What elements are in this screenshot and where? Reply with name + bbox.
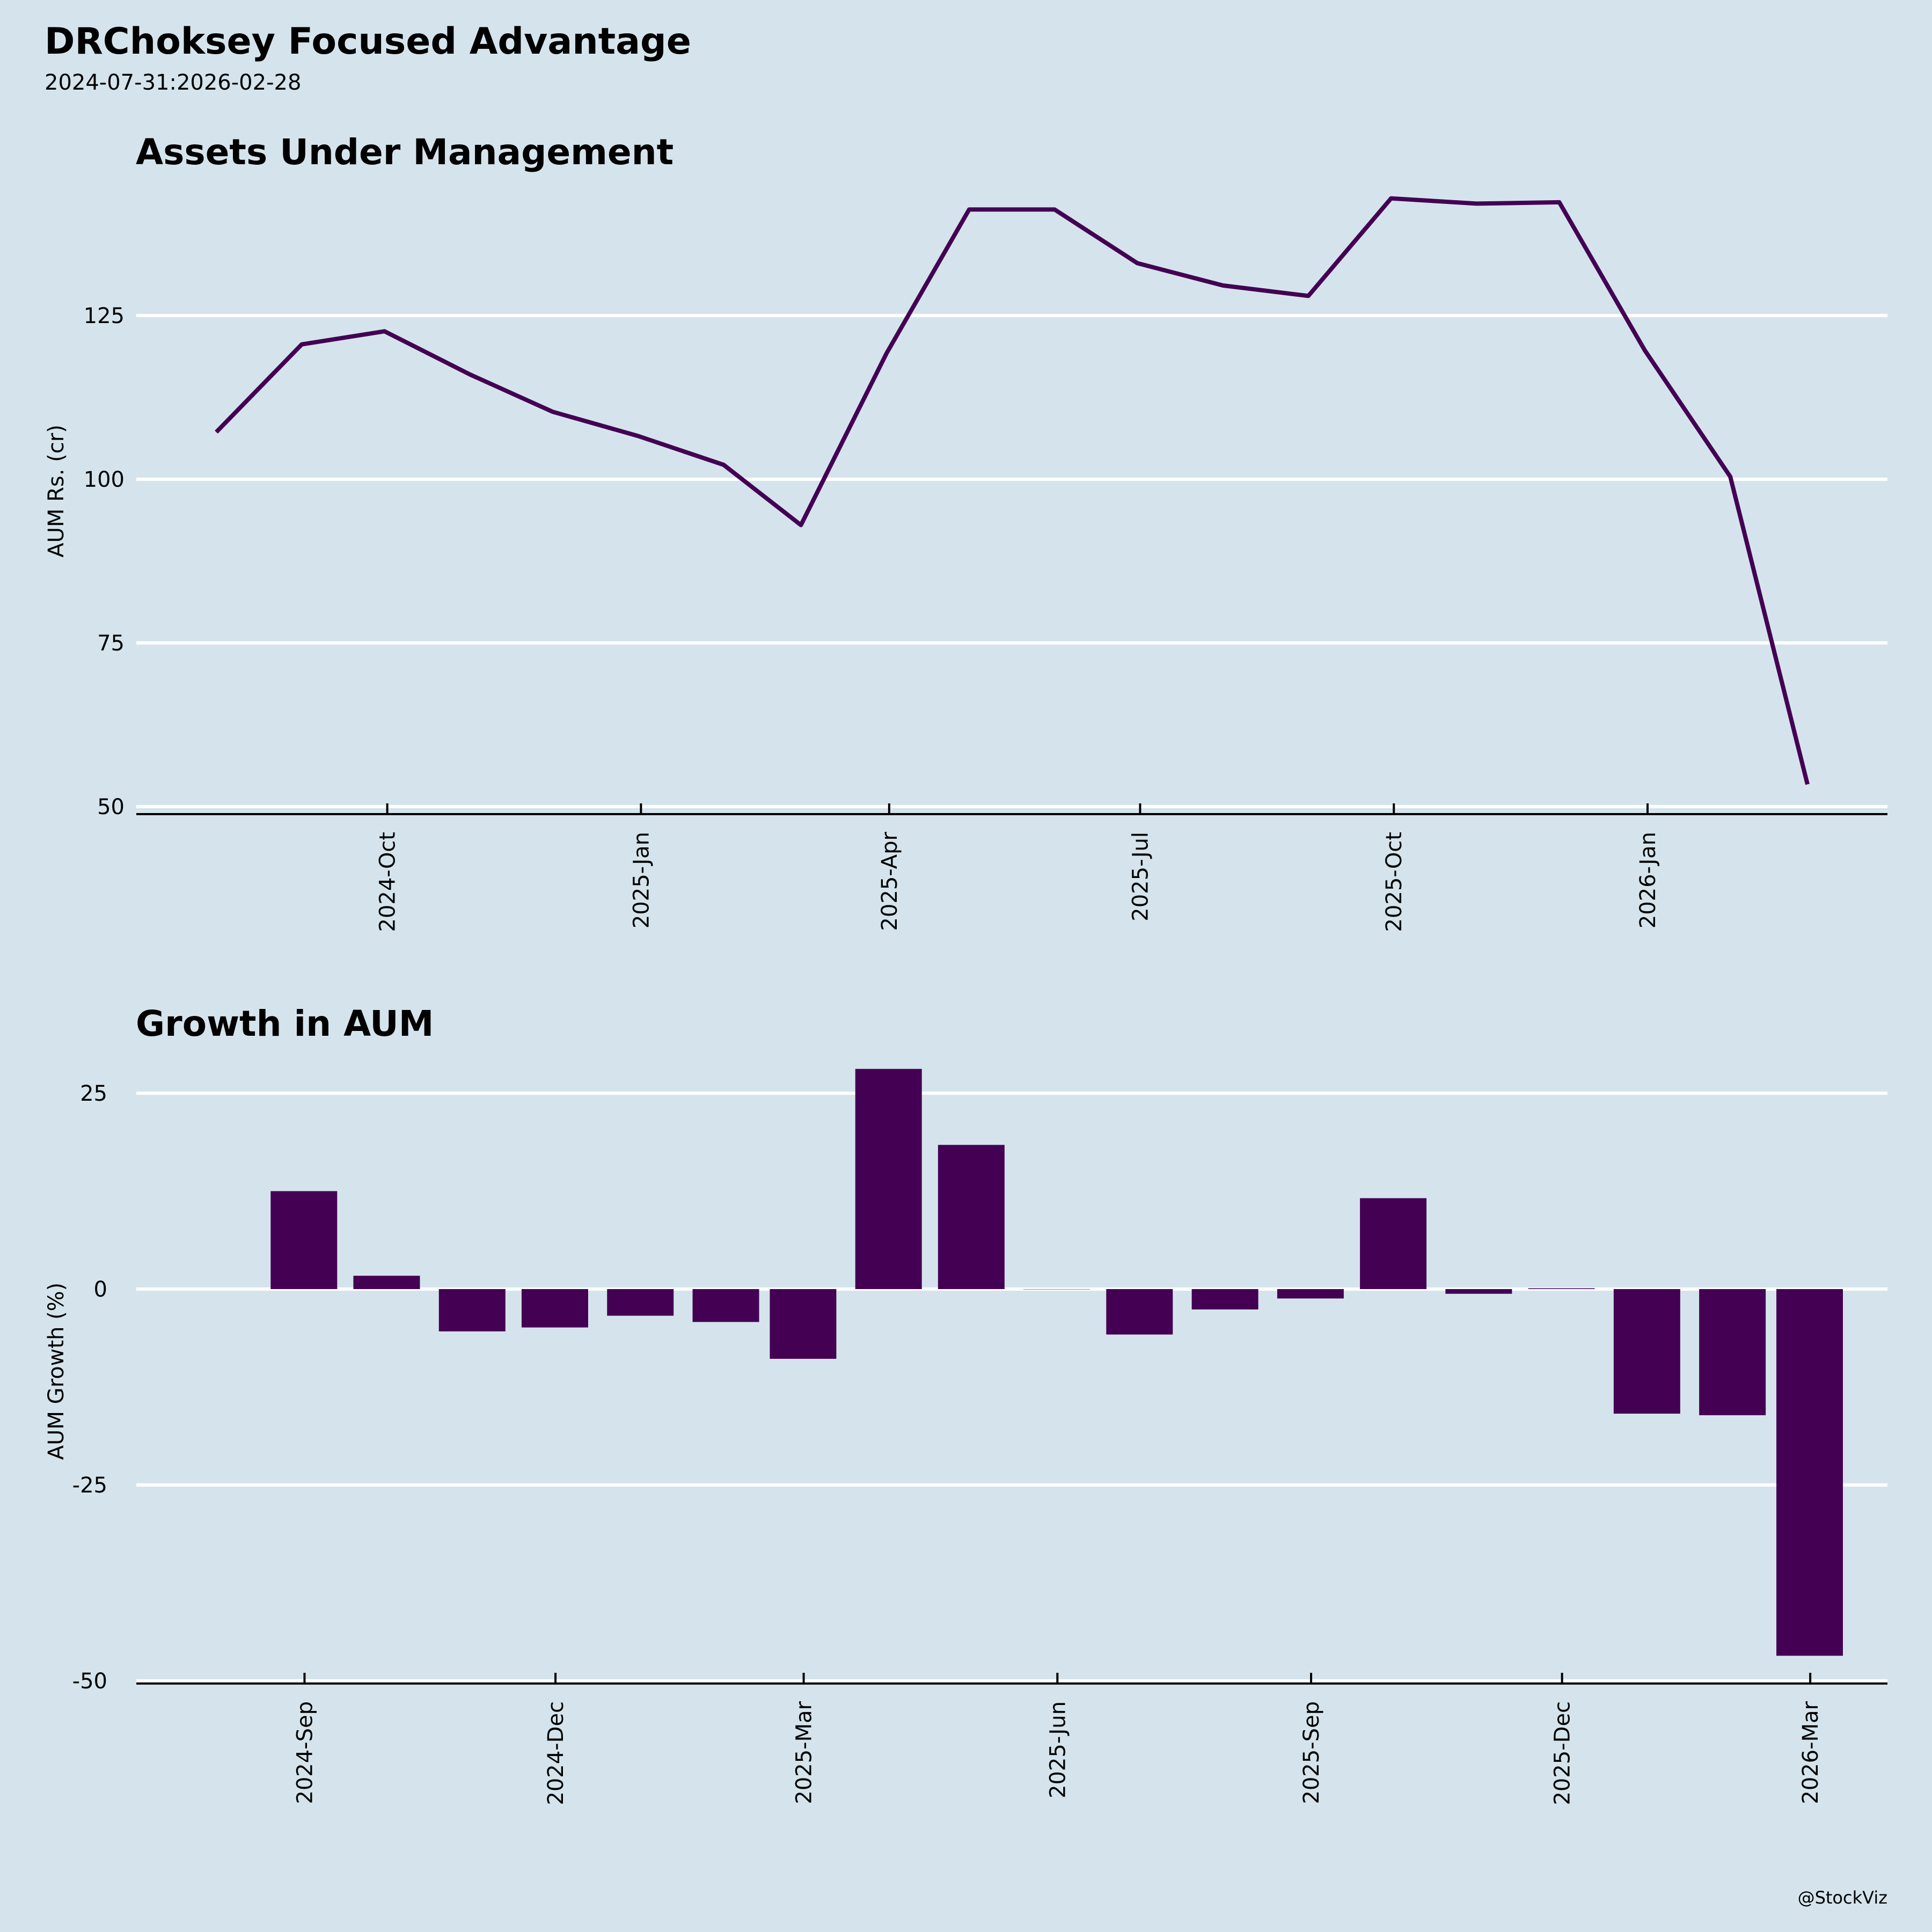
aum-y-tick-labels: 50 75 100 125: [84, 304, 125, 819]
growth-bar: [607, 1289, 674, 1316]
growth-x-tick-label: 2025-Jun: [1045, 1701, 1070, 1798]
growth-x-tick-label: 2025-Mar: [792, 1701, 817, 1804]
aum-y-tick-label: 75: [97, 631, 125, 656]
growth-bar: [1191, 1289, 1258, 1309]
aum-y-tick-label: 100: [84, 467, 125, 492]
growth-gridlines: [136, 1092, 1887, 1682]
growth-y-tick-label: -50: [72, 1669, 107, 1694]
watermark: @StockViz: [1798, 1887, 1887, 1908]
growth-x-tick-label: 2026-Mar: [1798, 1701, 1823, 1804]
aum-y-tick-label: 50: [97, 795, 125, 819]
growth-x-tick-label: 2025-Dec: [1550, 1701, 1575, 1805]
aum-x-tick-label: 2026-Jan: [1636, 832, 1660, 928]
aum-y-tick-label: 125: [84, 304, 125, 328]
growth-bar: [521, 1289, 588, 1328]
growth-bar: [692, 1289, 759, 1322]
growth-x-tick-label: 2025-Sep: [1299, 1701, 1324, 1804]
growth-chart-title: Growth in AUM: [136, 1003, 434, 1044]
growth-bar: [1613, 1289, 1680, 1414]
growth-bars: [270, 1069, 1843, 1656]
aum-line: [215, 196, 1810, 785]
aum-series: [215, 196, 1810, 785]
growth-bar: [938, 1145, 1005, 1289]
growth-bar: [1360, 1198, 1427, 1289]
growth-bar: [770, 1289, 837, 1359]
aum-x-tick-label: 2025-Apr: [877, 831, 902, 931]
aum-x-tick-label: 2025-Oct: [1382, 832, 1407, 932]
growth-bar: [1106, 1289, 1173, 1335]
growth-y-tick-label: 0: [94, 1277, 107, 1302]
aum-x-tick-label: 2024-Oct: [376, 832, 400, 932]
growth-y-tick-label: -25: [72, 1473, 107, 1498]
figure-title: DRChoksey Focused Advantage: [45, 20, 691, 63]
aum-line-chart: Assets Under Management 50 75 100 125 AUM R…: [44, 131, 1887, 932]
aum-y-axis-label: AUM Rs. (cr): [44, 425, 69, 558]
growth-y-axis-label: AUM Growth (%): [44, 1283, 69, 1460]
growth-bar: [1445, 1289, 1512, 1294]
growth-bar: [1277, 1289, 1344, 1299]
growth-bar: [353, 1276, 420, 1289]
aum-gridlines: [136, 314, 1887, 808]
growth-y-tick-labels: -50 -25 0 25: [72, 1081, 107, 1694]
aum-x-ticks: 2024-Oct 2025-Jan 2025-Apr 2025-Jul 2025-Oct…: [376, 803, 1660, 932]
growth-bar: [1023, 1289, 1091, 1290]
growth-x-ticks: 2024-Sep 2024-Dec 2025-Mar 2025-Jun 2025-Sep…: [292, 1673, 1823, 1805]
growth-bar: [270, 1191, 338, 1289]
figure-subtitle: 2024-07-31:2026-02-28: [45, 70, 301, 95]
growth-x-tick-label: 2024-Sep: [292, 1701, 317, 1804]
aum-x-tick-label: 2025-Jul: [1128, 832, 1153, 921]
growth-bar: [438, 1289, 506, 1331]
growth-y-tick-label: 25: [80, 1081, 107, 1106]
aum-x-tick-label: 2025-Jan: [629, 832, 654, 928]
aum-chart-title: Assets Under Management: [136, 131, 674, 173]
growth-bar: [1776, 1289, 1843, 1656]
growth-bar: [855, 1069, 922, 1289]
growth-bar: [1699, 1289, 1766, 1416]
growth-x-tick-label: 2024-Dec: [544, 1701, 568, 1805]
growth-bar-chart: Growth in AUM -50 -25 0 25 AUM Growth (%) 2…: [44, 1003, 1887, 1805]
